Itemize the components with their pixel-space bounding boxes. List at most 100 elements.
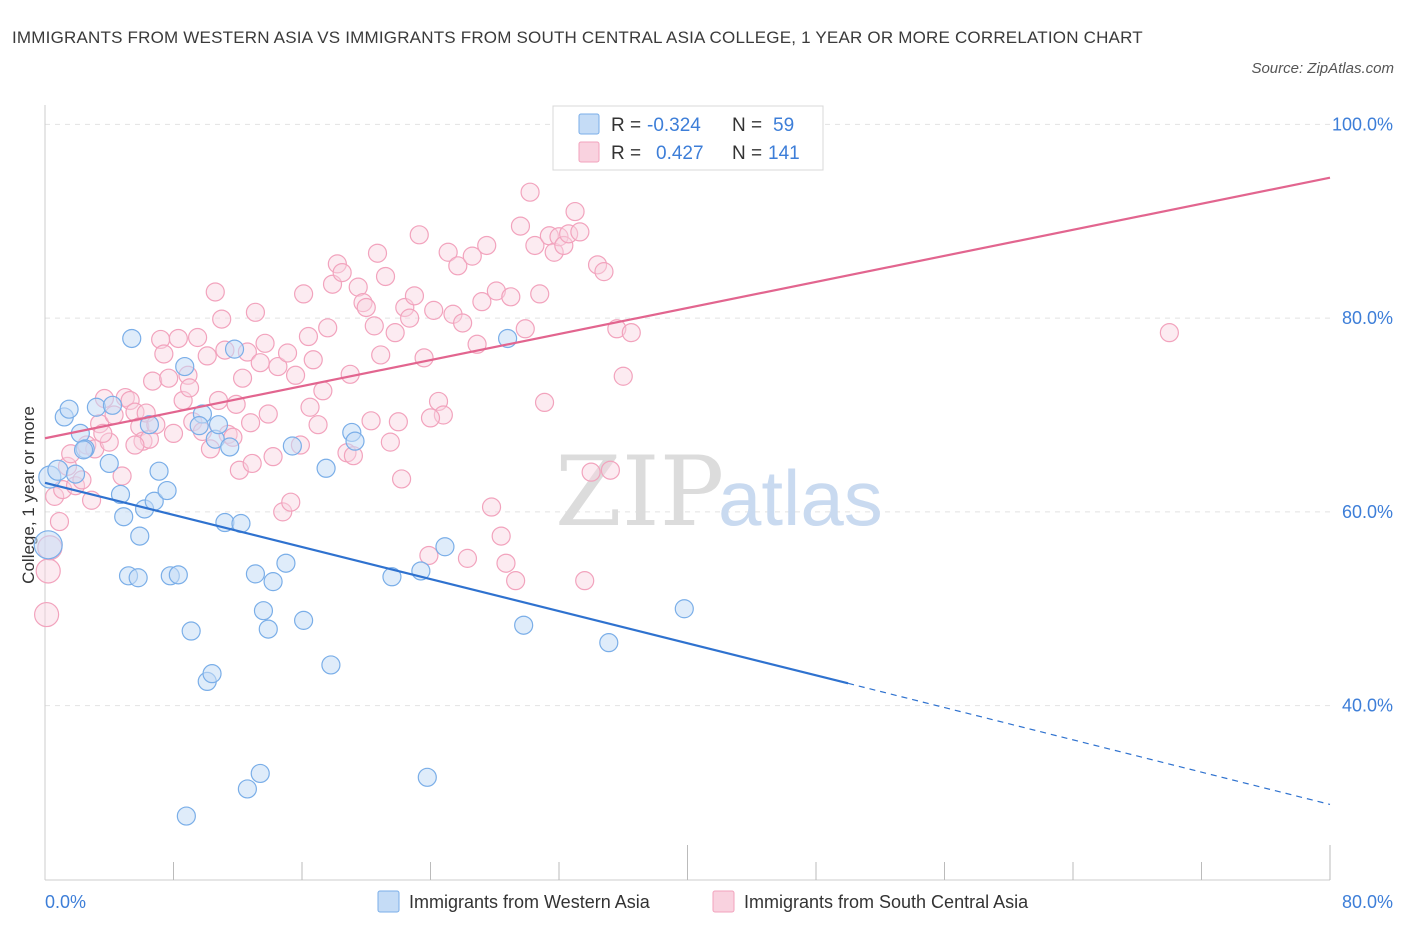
point-western-asia-37 bbox=[250, 763, 270, 784]
x-tick-label-0: 0.0% bbox=[45, 892, 86, 912]
point-south-central-asia-96 bbox=[448, 256, 468, 276]
point-south-central-asia-81 bbox=[380, 432, 400, 452]
point-south-central-asia-102 bbox=[477, 235, 497, 256]
y-tick-label-2: 60.0% bbox=[1342, 502, 1393, 522]
point-south-central-asia-0 bbox=[34, 601, 60, 628]
chart-source: Source: ZipAtlas.com bbox=[1251, 60, 1394, 77]
point-south-central-asia-50 bbox=[245, 302, 266, 322]
point-south-central-asia-94 bbox=[438, 242, 458, 262]
point-south-central-asia-19 bbox=[120, 390, 140, 411]
y-tick-label-0: 100.0% bbox=[1332, 114, 1393, 134]
point-western-asia-42 bbox=[282, 436, 302, 456]
watermark-atlas: atlas bbox=[718, 454, 883, 542]
point-western-asia-39 bbox=[258, 619, 278, 639]
gridlines bbox=[45, 123, 1330, 707]
point-south-central-asia-101 bbox=[472, 292, 492, 312]
trend-line-western-asia bbox=[44, 481, 849, 685]
point-south-central-asia-121 bbox=[570, 222, 590, 242]
point-south-central-asia-39 bbox=[205, 282, 225, 302]
point-western-asia-28 bbox=[202, 664, 222, 684]
series-label-western-asia: Immigrants from Western Asia bbox=[409, 892, 651, 912]
legend-n-value-1: 59 bbox=[773, 115, 794, 136]
point-south-central-asia-73 bbox=[348, 277, 368, 297]
point-western-asia-33 bbox=[224, 339, 245, 359]
chart-title: IMMIGRANTS FROM WESTERN ASIA VS IMMIGRAN… bbox=[12, 28, 1143, 47]
point-western-asia-32 bbox=[220, 437, 240, 457]
point-western-asia-51 bbox=[435, 537, 455, 557]
point-western-asia-23 bbox=[175, 356, 195, 377]
point-south-central-asia-65 bbox=[313, 381, 333, 401]
point-south-central-asia-79 bbox=[371, 345, 391, 365]
point-south-central-asia-113 bbox=[530, 284, 550, 304]
point-western-asia-56 bbox=[73, 440, 94, 460]
point-south-central-asia-62 bbox=[298, 326, 319, 347]
y-axis-label: College, 1 year or more bbox=[19, 406, 38, 584]
point-south-central-asia-120 bbox=[565, 201, 585, 222]
point-south-central-asia-66 bbox=[318, 318, 338, 338]
point-south-central-asia-112 bbox=[525, 235, 545, 256]
point-south-central-asia-47 bbox=[232, 368, 253, 388]
point-south-central-asia-63 bbox=[303, 350, 323, 370]
point-south-central-asia-111 bbox=[520, 182, 540, 202]
watermark-zip: ZIP bbox=[555, 436, 724, 548]
point-south-central-asia-35 bbox=[187, 327, 208, 348]
legend-n-label-2: N = bbox=[732, 143, 762, 164]
point-south-central-asia-59 bbox=[285, 365, 306, 385]
point-south-central-asia-30 bbox=[163, 423, 184, 444]
series-swatch-south-central-asia bbox=[712, 890, 735, 913]
point-western-asia-44 bbox=[316, 458, 336, 478]
point-south-central-asia-109 bbox=[510, 216, 531, 236]
point-south-central-asia-122 bbox=[575, 571, 595, 591]
point-western-asia-9 bbox=[99, 453, 119, 474]
point-south-central-asia-56 bbox=[273, 502, 293, 522]
series-swatch-western-asia bbox=[377, 890, 400, 913]
point-south-central-asia-25 bbox=[143, 371, 163, 391]
point-western-asia-5 bbox=[65, 464, 86, 484]
point-western-asia-40 bbox=[263, 572, 283, 592]
point-south-central-asia-41 bbox=[212, 309, 232, 329]
point-western-asia-22 bbox=[168, 565, 188, 585]
point-western-asia-54 bbox=[599, 633, 619, 653]
point-western-asia-15 bbox=[128, 568, 148, 588]
point-south-central-asia-49 bbox=[242, 453, 262, 474]
legend-r-value-1: -0.324 bbox=[647, 115, 701, 136]
point-south-central-asia-136 bbox=[420, 408, 441, 428]
point-south-central-asia-55 bbox=[268, 356, 288, 377]
point-western-asia-38 bbox=[253, 601, 274, 621]
point-western-asia-4 bbox=[59, 399, 79, 419]
legend-swatch-south-central-asia bbox=[578, 141, 600, 163]
point-western-asia-20 bbox=[157, 480, 177, 501]
point-western-asia-30 bbox=[208, 415, 229, 435]
y-tick-label-3: 40.0% bbox=[1342, 696, 1393, 716]
point-south-central-asia-53 bbox=[258, 404, 278, 424]
point-south-central-asia-86 bbox=[400, 308, 420, 328]
point-western-asia-11 bbox=[110, 484, 131, 505]
point-south-central-asia-108 bbox=[506, 571, 526, 591]
point-south-central-asia-128 bbox=[613, 366, 633, 386]
point-western-asia-17 bbox=[139, 415, 160, 435]
point-south-central-asia-103 bbox=[481, 497, 502, 517]
point-south-central-asia-107 bbox=[501, 287, 521, 307]
point-south-central-asia-132 bbox=[125, 435, 145, 455]
point-south-central-asia-40 bbox=[208, 390, 229, 411]
point-south-central-asia-54 bbox=[263, 447, 283, 467]
point-south-central-asia-31 bbox=[168, 328, 188, 349]
point-western-asia-41 bbox=[276, 553, 296, 573]
legend-n-label-1: N = bbox=[732, 115, 762, 136]
legend-n-value-2: 141 bbox=[768, 143, 800, 164]
x-tick-label-1: 80.0% bbox=[1342, 892, 1393, 912]
point-south-central-asia-105 bbox=[491, 526, 511, 546]
point-western-asia-14 bbox=[122, 328, 142, 349]
point-western-asia-19 bbox=[149, 461, 169, 481]
point-south-central-asia-89 bbox=[414, 348, 434, 368]
point-south-central-asia-118 bbox=[554, 235, 574, 256]
x-tick-labels: 0.0% 80.0% bbox=[45, 892, 1393, 912]
point-south-central-asia-75 bbox=[356, 297, 376, 318]
point-south-central-asia-110 bbox=[515, 319, 535, 339]
point-south-central-asia-129 bbox=[621, 323, 641, 343]
point-western-asia-0 bbox=[33, 530, 63, 560]
y-tick-labels: 100.0% 80.0% 60.0% 40.0% bbox=[1332, 114, 1393, 715]
point-south-central-asia-83 bbox=[388, 412, 408, 432]
point-south-central-asia-68 bbox=[327, 254, 347, 274]
